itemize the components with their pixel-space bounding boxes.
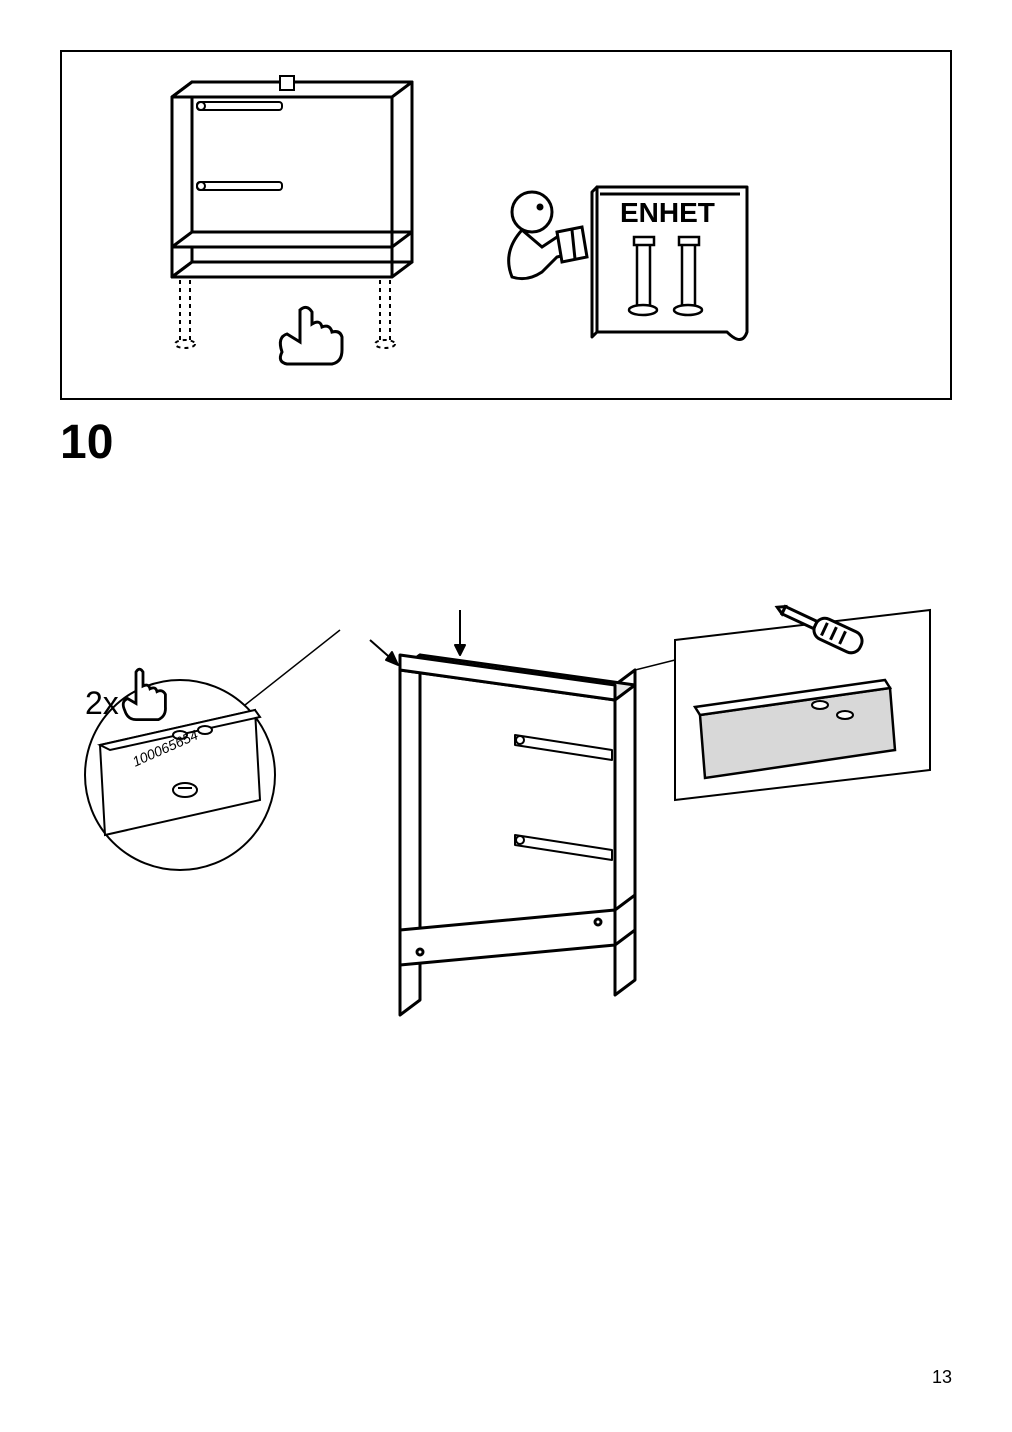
step-number: 10 <box>60 415 113 470</box>
quantity-label: 2x <box>85 685 119 722</box>
page-number: 13 <box>932 1367 952 1388</box>
reference-panel: ENHET <box>60 50 952 400</box>
product-name-label: ENHET <box>620 197 715 229</box>
assembly-diagram <box>60 600 952 1120</box>
cabinet-diagram <box>102 62 442 382</box>
